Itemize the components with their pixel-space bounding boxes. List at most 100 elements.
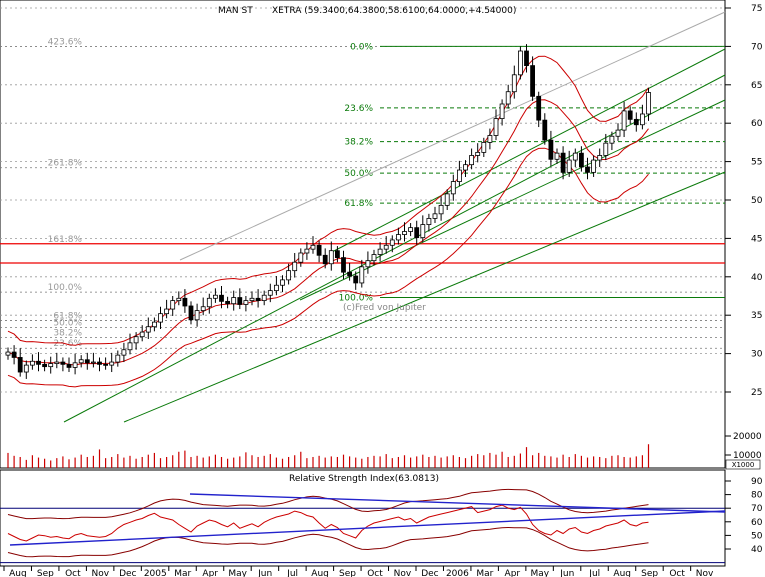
candle-body	[267, 290, 273, 296]
time-axis: Aug Sep Oct Nov Dec 2005 Mar Apr May Jun Jul Aug Sep…	[0, 565, 725, 577]
x-tick-label: May	[228, 569, 247, 577]
x-tick-label: Mar	[476, 569, 493, 577]
candle-body	[621, 110, 627, 131]
candle-body	[633, 118, 639, 126]
candle-body	[371, 254, 377, 262]
candle-body	[78, 359, 84, 364]
candle-body	[280, 279, 285, 286]
candle-body	[487, 135, 493, 143]
x-tick-label: Nov	[394, 569, 412, 577]
x-tick-label: Nov	[696, 569, 714, 577]
x-tick-label: Sep	[339, 569, 356, 577]
rsi-series	[7, 488, 726, 558]
price-candles	[5, 44, 651, 379]
candle-body	[194, 310, 200, 321]
envelope-bands	[7, 55, 649, 388]
candle-body	[572, 152, 578, 161]
candle-body	[139, 331, 145, 338]
candle-body	[505, 91, 511, 105]
candle-body	[524, 50, 529, 66]
candle-body	[164, 308, 170, 315]
fib-extension-label: 423.6%	[48, 37, 83, 47]
x-tick-label: Jul	[286, 569, 298, 577]
candle-body	[103, 363, 108, 366]
candle-body	[609, 135, 615, 144]
rsi-tick-label: 70	[751, 504, 763, 514]
price-tick-label: 65	[751, 81, 762, 91]
rsi-trend-line	[189, 493, 726, 513]
candle-body	[127, 342, 133, 351]
candle-body	[646, 92, 651, 115]
candle-body	[463, 164, 468, 171]
rsi-trend-line	[9, 510, 726, 546]
candle-body	[231, 297, 237, 305]
x-tick-label: May	[530, 569, 549, 577]
fib-retracement-label: 61.8%	[344, 199, 373, 209]
fib-extension-levels: 423.6%261.8%161.8%100.0%61.8%50.0%38.2%2…	[0, 37, 725, 349]
candle-body	[273, 284, 279, 292]
candle-body	[530, 65, 535, 97]
fib-retracement-label: 50.0%	[344, 169, 373, 179]
candle-body	[365, 260, 371, 268]
rsi-tick-label: 60	[751, 518, 763, 528]
x-tick-label: 2006	[446, 569, 469, 577]
candle-body	[395, 234, 401, 241]
candle-body	[383, 244, 389, 250]
candle-body	[389, 239, 395, 246]
candle-body	[11, 351, 17, 358]
volume-tick-label: 10000	[733, 451, 762, 461]
candle-body	[133, 336, 139, 344]
candle-body	[591, 159, 596, 173]
candle-body	[640, 113, 645, 126]
candle-body	[615, 129, 621, 137]
x-tick-label: Sep	[37, 569, 54, 577]
candle-body	[255, 297, 261, 302]
rsi-panel-frame	[0, 469, 726, 567]
candle-body	[97, 361, 102, 365]
rsi-lower-band	[7, 526, 649, 558]
fib-extension-label: 61.8%	[53, 312, 82, 322]
candle-body	[237, 297, 243, 305]
price-tick-label: 70	[751, 42, 763, 52]
candle-body	[249, 297, 255, 302]
candle-body	[414, 227, 420, 239]
fib-extension-label: 50.0%	[53, 318, 82, 328]
candle-body	[566, 159, 572, 173]
x-tick-label: Aug	[613, 569, 631, 577]
fib-retracement-levels: 0.0% 23.6% 38.2% 50.0% 61.8% 100.0%	[339, 42, 725, 304]
price-tick-label: 40	[751, 273, 763, 283]
fib-retracement-label: 23.6%	[344, 104, 373, 114]
x-tick-label: Aug	[9, 569, 27, 577]
rsi-tick-label: 50	[751, 531, 763, 541]
watermark: (c)Fred von Jupiter	[343, 303, 426, 313]
candle-body	[347, 271, 353, 277]
candle-body	[72, 362, 78, 368]
candle-body	[542, 119, 548, 141]
candle-body	[304, 248, 310, 254]
x-tick-label: Apr	[505, 569, 521, 577]
candle-body	[353, 275, 359, 284]
candle-body	[560, 152, 566, 173]
upper-trend-line	[179, 11, 726, 261]
price-panel: 25 30 35 40 45 50 55 60 65 70 75 423.6% 261.8% 161.8…	[0, 0, 763, 470]
candle-body	[48, 363, 54, 368]
candle-body	[316, 244, 322, 256]
candle-body	[322, 254, 328, 265]
candle-body	[54, 361, 60, 364]
candle-body	[554, 152, 560, 160]
trend-channel-lines	[63, 11, 726, 423]
trend-line	[329, 48, 726, 254]
candle-body	[23, 364, 29, 373]
candle-body	[536, 95, 542, 121]
candle-body	[91, 361, 96, 364]
rsi-tick-label: 80	[751, 491, 763, 501]
x-tick-label: Dec	[421, 569, 438, 577]
x-tick-label: Mar	[174, 569, 191, 577]
candle-body	[603, 142, 609, 156]
rsi-tick-label: 90	[751, 477, 763, 487]
candle-body	[438, 204, 444, 215]
candle-body	[29, 360, 35, 366]
candle-body	[17, 357, 23, 373]
